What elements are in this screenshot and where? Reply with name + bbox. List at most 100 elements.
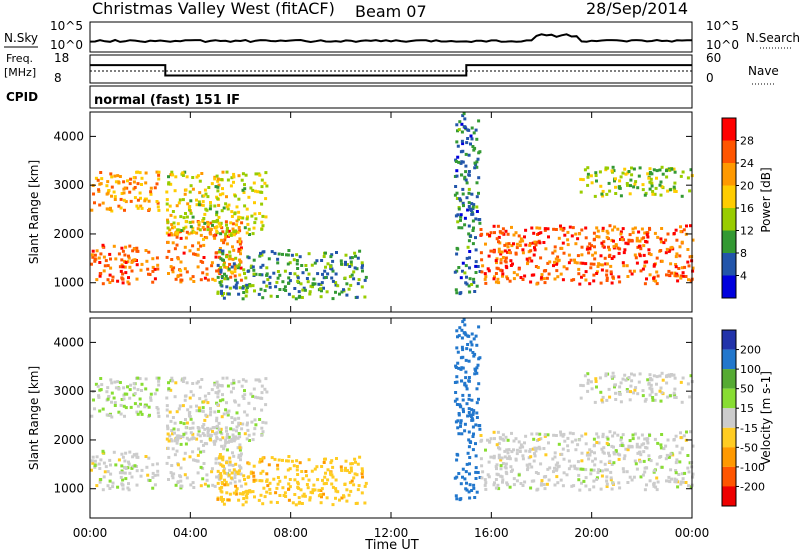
- velocity-cell: [298, 461, 302, 465]
- power-cell: [239, 278, 243, 282]
- power-cell: [640, 227, 644, 231]
- velocity-colorbar-segment: [722, 349, 736, 370]
- power-cell: [144, 249, 148, 252]
- power-cell: [114, 180, 118, 184]
- power-cell: [135, 263, 139, 267]
- power-cell: [247, 227, 251, 231]
- power-cell: [592, 273, 596, 277]
- velocity-cell: [118, 471, 122, 475]
- velocity-cell: [543, 433, 547, 437]
- power-cell: [222, 241, 226, 245]
- power-cell: [475, 160, 479, 164]
- power-cell: [323, 269, 327, 273]
- velocity-cell: [512, 483, 516, 487]
- x-tick-label: 04:00: [173, 526, 208, 540]
- power-cell: [220, 209, 224, 213]
- power-cell: [234, 283, 238, 287]
- power-cell: [144, 171, 148, 175]
- power-cell: [155, 182, 159, 186]
- power-cell: [241, 286, 245, 290]
- power-cell: [505, 275, 509, 279]
- velocity-cell: [236, 446, 240, 450]
- velocity-cell: [93, 459, 97, 463]
- velocity-cell: [197, 429, 201, 433]
- velocity-cell: [589, 380, 593, 384]
- velocity-cell: [171, 379, 175, 383]
- velocity-cell: [113, 401, 117, 405]
- power-cell: [665, 247, 669, 251]
- velocity-cell: [262, 486, 266, 490]
- velocity-cell: [605, 398, 609, 402]
- velocity-cell: [349, 489, 353, 493]
- power-cell: [213, 236, 217, 240]
- power-cell: [474, 248, 478, 252]
- power-cell: [464, 164, 468, 168]
- power-cell: [283, 285, 287, 289]
- power-cell: [238, 240, 242, 244]
- velocity-cell: [225, 472, 229, 475]
- velocity-cell: [216, 403, 220, 407]
- velocity-cell: [686, 382, 690, 386]
- power-cell: [95, 278, 99, 282]
- power-cell: [171, 226, 174, 230]
- velocity-cell: [292, 464, 296, 468]
- power-cell: [208, 227, 212, 231]
- power-cell: [339, 259, 343, 263]
- power-cell: [655, 169, 659, 173]
- power-cell: [466, 208, 470, 212]
- power-cell: [633, 253, 637, 257]
- velocity-cell: [610, 444, 614, 448]
- velocity-cell: [287, 498, 291, 502]
- velocity-cell: [329, 461, 333, 465]
- velocity-cell: [144, 387, 148, 391]
- velocity-cell: [243, 389, 246, 393]
- power-cell: [589, 262, 593, 266]
- velocity-cell: [241, 422, 245, 426]
- power-cell: [187, 206, 191, 210]
- velocity-cell: [131, 455, 135, 459]
- power-cell: [361, 269, 364, 273]
- power-cell: [553, 260, 556, 264]
- power-cell: [553, 277, 557, 281]
- power-cell: [241, 172, 245, 176]
- velocity-cell: [580, 451, 584, 455]
- velocity-cell: [514, 457, 518, 461]
- velocity-cell: [653, 398, 657, 402]
- power-cell: [238, 258, 242, 262]
- power-cell: [580, 245, 584, 249]
- power-cell: [643, 264, 647, 268]
- power-cell: [132, 176, 136, 180]
- velocity-cell: [592, 468, 596, 472]
- power-cell: [261, 263, 265, 267]
- power-cell: [674, 274, 678, 278]
- velocity-cell: [98, 467, 102, 470]
- power-cell: [624, 172, 628, 176]
- power-cell: [595, 270, 599, 274]
- power-cell: [167, 181, 171, 185]
- power-cell: [305, 277, 309, 280]
- power-cell: [183, 245, 187, 249]
- power-cell: [276, 257, 280, 261]
- power-cell: [675, 238, 679, 242]
- power-cell: [629, 184, 632, 188]
- velocity-cell: [609, 476, 613, 480]
- velocity-cell: [454, 391, 458, 394]
- velocity-cell: [223, 478, 226, 482]
- velocity-cell: [148, 413, 151, 417]
- velocity-cell: [109, 472, 113, 476]
- power-cell: [360, 285, 364, 289]
- power-cell: [465, 141, 469, 145]
- velocity-cell: [679, 436, 683, 440]
- velocity-cell: [149, 392, 153, 396]
- velocity-cell: [510, 450, 514, 454]
- velocity-cell: [238, 492, 242, 496]
- power-cell: [175, 235, 179, 239]
- power-cell: [591, 253, 595, 257]
- power-cell: [678, 245, 682, 249]
- velocity-cell: [201, 431, 205, 435]
- power-cell: [326, 272, 330, 276]
- velocity-cell: [654, 485, 658, 489]
- velocity-cell: [267, 463, 271, 467]
- velocity-cell: [532, 459, 536, 463]
- velocity-colorbar-label: 15: [740, 402, 754, 415]
